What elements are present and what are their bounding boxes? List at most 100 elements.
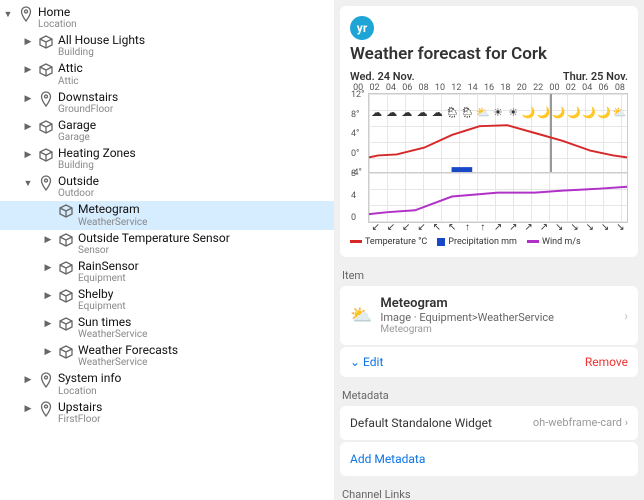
chevron-icon[interactable]: ▶ bbox=[22, 37, 34, 47]
date-left: Wed. 24 Nov. bbox=[350, 70, 415, 83]
tree-node[interactable]: ▶ Outside Temperature SensorSensor bbox=[0, 230, 334, 258]
node-title: Downstairs bbox=[58, 91, 118, 104]
location-pin-icon bbox=[38, 372, 54, 388]
metadata-section-header: Metadata bbox=[340, 385, 638, 406]
tree-node[interactable]: ▶ System infoLocation bbox=[0, 370, 334, 398]
tree-node[interactable]: ▶ RainSensorEquipment bbox=[0, 258, 334, 286]
chevron-icon[interactable]: ▼ bbox=[22, 178, 34, 189]
node-subtitle: Location bbox=[38, 19, 77, 30]
chevron-icon[interactable]: ▶ bbox=[22, 94, 34, 104]
remove-button[interactable]: Remove bbox=[585, 355, 628, 369]
node-subtitle: Building bbox=[58, 160, 136, 171]
item-id: Meteogram bbox=[380, 324, 616, 335]
tree-node[interactable]: ▶ All House LightsBuilding bbox=[0, 32, 334, 60]
tree-node[interactable]: ▶ ShelbyEquipment bbox=[0, 286, 334, 314]
cube-icon bbox=[58, 203, 74, 219]
node-title: Outside bbox=[58, 175, 99, 188]
tree-node[interactable]: ▶ Weather ForecastsWeatherService bbox=[0, 342, 334, 370]
location-pin-icon bbox=[38, 91, 54, 107]
cube-icon bbox=[38, 119, 54, 135]
item-section-header: Item bbox=[340, 265, 638, 286]
item-subtitle: Image · Equipment>WeatherService bbox=[380, 311, 616, 324]
node-title: Attic bbox=[58, 62, 83, 75]
chevron-icon[interactable]: ▶ bbox=[22, 122, 34, 132]
node-title: Shelby bbox=[78, 288, 126, 301]
node-subtitle: Attic bbox=[58, 76, 83, 87]
forecast-title: Weather forecast for Cork bbox=[350, 44, 628, 64]
wind-arrows: ↙↙↙↙↖↖↑↑↗↗↗↗↘↘↘↘↘ bbox=[368, 222, 628, 233]
model-tree: ▼HomeLocation▶All House LightsBuilding▶A… bbox=[0, 0, 334, 500]
chevron-icon[interactable]: ▼ bbox=[2, 9, 14, 20]
item-row[interactable]: ⛅ Meteogram Image · Equipment>WeatherSer… bbox=[340, 286, 638, 345]
node-title: Sun times bbox=[78, 316, 147, 329]
tree-node[interactable]: MeteogramWeatherService bbox=[0, 201, 334, 229]
node-subtitle: Equipment bbox=[78, 273, 139, 284]
temp-chart: 12°8°4°0°-4° ☁☁☁☁☁🌦🌦⛅☀☀🌙🌙🌙🌙🌙🌙⛅ bbox=[368, 93, 628, 173]
chevron-icon[interactable]: ▶ bbox=[42, 235, 54, 245]
tree-node[interactable]: ▶Heating ZonesBuilding bbox=[0, 145, 334, 173]
node-title: Weather Forecasts bbox=[78, 344, 178, 357]
node-subtitle: WeatherService bbox=[78, 329, 147, 340]
yr-logo-icon: yr bbox=[350, 16, 374, 40]
cube-icon bbox=[38, 34, 54, 50]
chevron-icon[interactable]: ▶ bbox=[22, 65, 34, 75]
chevron-icon[interactable]: ▶ bbox=[22, 375, 34, 385]
cube-icon bbox=[38, 62, 54, 78]
add-metadata-button[interactable]: Add Metadata bbox=[340, 442, 638, 476]
cube-icon bbox=[58, 288, 74, 304]
node-subtitle: Building bbox=[58, 47, 145, 58]
location-pin-icon bbox=[38, 401, 54, 417]
chevron-right-icon: › bbox=[625, 416, 628, 429]
chevron-icon[interactable]: ▶ bbox=[42, 291, 54, 301]
details-panel: yr Weather forecast for Cork Wed. 24 Nov… bbox=[334, 0, 644, 500]
chart-legend: Temperature °C Precipitation mm Wind m/s bbox=[350, 237, 628, 247]
chevron-right-icon: › bbox=[624, 309, 628, 323]
node-title: Garage bbox=[58, 119, 96, 132]
tree-node[interactable]: ▼ HomeLocation bbox=[0, 4, 334, 32]
node-subtitle: Outdoor bbox=[58, 188, 99, 199]
location-pin-icon bbox=[38, 175, 54, 191]
cube-icon bbox=[58, 260, 74, 276]
tree-node[interactable]: ▼ OutsideOutdoor bbox=[0, 173, 334, 201]
node-subtitle: WeatherService bbox=[78, 217, 147, 228]
weather-icon: ⛅ bbox=[350, 305, 372, 326]
cube-icon bbox=[38, 147, 54, 163]
tree-node[interactable]: ▶DownstairsGroundFloor bbox=[0, 89, 334, 117]
node-title: System info bbox=[58, 372, 121, 385]
item-actions: ⌄ Edit Remove bbox=[340, 347, 638, 377]
node-subtitle: Sensor bbox=[78, 245, 230, 256]
chevron-icon[interactable]: ▶ bbox=[42, 263, 54, 273]
node-title: Upstairs bbox=[58, 401, 102, 414]
node-subtitle: Garage bbox=[58, 132, 96, 143]
forecast-dates: Wed. 24 Nov. Thur. 25 Nov. bbox=[350, 70, 628, 83]
node-title: Outside Temperature Sensor bbox=[78, 232, 230, 245]
chevron-icon[interactable]: ▶ bbox=[22, 404, 34, 414]
node-title: All House Lights bbox=[58, 34, 145, 47]
forecast-card: yr Weather forecast for Cork Wed. 24 Nov… bbox=[340, 6, 638, 257]
node-title: Meteogram bbox=[78, 203, 147, 216]
wind-chart: 840 bbox=[368, 173, 628, 223]
chevron-icon[interactable]: ▶ bbox=[42, 347, 54, 357]
cube-icon bbox=[58, 316, 74, 332]
tree-node[interactable]: ▶ GarageGarage bbox=[0, 117, 334, 145]
location-pin-icon bbox=[18, 6, 34, 22]
node-title: RainSensor bbox=[78, 260, 139, 273]
edit-button[interactable]: ⌄ Edit bbox=[350, 355, 383, 369]
metadata-title: Default Standalone Widget bbox=[350, 416, 492, 430]
node-subtitle: Location bbox=[58, 386, 121, 397]
node-subtitle: WeatherService bbox=[78, 357, 178, 368]
node-subtitle: FirstFloor bbox=[58, 414, 102, 425]
cube-icon bbox=[58, 344, 74, 360]
hour-ticks: 0002040608101214161820220002040608 bbox=[350, 83, 628, 93]
tree-node[interactable]: ▶ AtticAttic bbox=[0, 60, 334, 88]
chevron-icon[interactable]: ▶ bbox=[42, 319, 54, 329]
node-subtitle: Equipment bbox=[78, 301, 126, 312]
cube-icon bbox=[58, 232, 74, 248]
node-title: Home bbox=[38, 6, 77, 19]
date-right: Thur. 25 Nov. bbox=[563, 70, 628, 83]
metadata-row[interactable]: Default Standalone Widget oh-webframe-ca… bbox=[340, 406, 638, 440]
tree-node[interactable]: ▶ Sun timesWeatherService bbox=[0, 314, 334, 342]
tree-node[interactable]: ▶ UpstairsFirstFloor bbox=[0, 399, 334, 427]
chevron-icon[interactable]: ▶ bbox=[22, 150, 34, 160]
channels-section-header: Channel Links bbox=[340, 484, 638, 500]
